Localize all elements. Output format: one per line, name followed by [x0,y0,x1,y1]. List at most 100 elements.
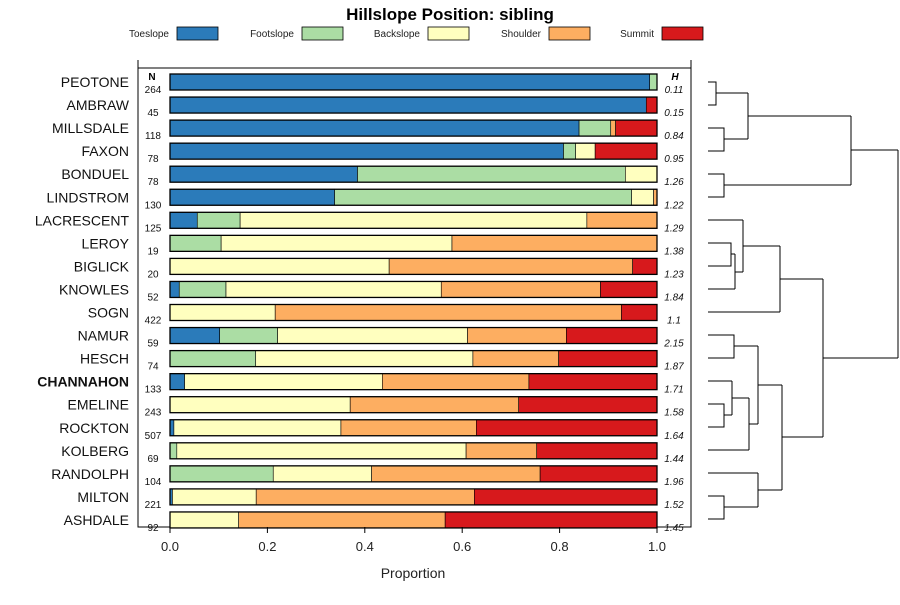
dendrogram [708,81,899,520]
bar-outline [169,488,658,506]
bar-segment-toeslope [169,96,647,114]
bar-segment-shoulder [382,373,530,390]
bar-outline [169,442,658,460]
x-tick-label: 0.2 [258,539,276,554]
bar-segment-backslope [272,465,372,483]
bar-segment-summit [558,350,658,367]
bar-row-leroy: LEROY 19 1.38 [82,234,684,257]
dendrogram-branch [708,334,823,520]
x-tick-label: 0.8 [551,539,569,554]
bar-segment-footslope [563,142,576,160]
bar-segment-toeslope [169,327,220,344]
bar-segment-shoulder [610,119,616,137]
row-n-value: 19 [147,246,159,257]
bar-outline [169,372,658,391]
bar-outline [169,465,658,483]
x-tick-label: 1.0 [648,539,666,554]
dendrogram-branch [708,219,823,313]
legend-swatch-footslope [301,26,344,41]
row-h-value: 0.95 [664,154,684,165]
bar-segment-shoulder [349,396,519,414]
bar-row-hesch: HESCH 74 1.87 [80,349,684,373]
row-h-value: 0.84 [664,131,684,142]
bar-outline [169,349,658,368]
bar-segment-footslope [334,188,632,206]
bar-segment-backslope [169,396,351,414]
row-n-value: 45 [147,108,159,119]
bar-segment-summit [476,419,658,437]
chart-title: Hillslope Position: sibling [346,5,554,24]
n-column-header: N [148,72,155,83]
bar-segment-summit [528,373,658,390]
bar-segment-backslope [169,258,390,275]
row-n-value: 133 [145,385,162,396]
bar-segment-toeslope [169,73,650,91]
bar-segment-backslope [176,442,467,460]
row-n-value: 221 [145,500,162,511]
row-label: ROCKTON [59,420,129,436]
row-label: NAMUR [78,328,129,344]
bar-row-ashdale: ASHDALE 92 1.45 [64,511,684,534]
bar-segment-backslope [169,511,239,529]
row-n-value: 52 [147,292,159,303]
row-n-value: 20 [147,269,159,280]
x-axis-title: Proportion [381,565,446,581]
row-label: LEROY [82,235,130,251]
bar-segment-backslope [575,142,596,160]
bar-segment-summit [594,142,658,160]
bar-segment-footslope [357,165,626,183]
bar-segment-backslope [173,419,342,437]
bar-segment-footslope [169,235,222,252]
row-label: CHANNAHON [37,374,129,390]
row-label: FAXON [82,143,129,159]
bar-row-channahon: CHANNAHON 133 1.71 [37,372,684,396]
bar-row-randolph: RANDOLPH 104 1.96 [51,465,684,488]
row-n-value: 507 [145,431,162,442]
bar-row-namur: NAMUR 59 2.15 [78,326,684,350]
bar-outline [169,511,658,529]
bar-segment-footslope [649,73,658,91]
bar-segment-backslope [172,488,257,506]
legend-swatch-toeslope [176,26,219,41]
bar-outline [169,119,658,137]
row-n-value: 69 [147,454,159,465]
bar-segment-shoulder [255,488,475,506]
row-h-value: 1.1 [667,316,681,327]
h-column-header: H [671,72,679,83]
bar-segment-shoulder [451,235,658,252]
legend: Toeslope Footslope Backslope Shoulder Summit [129,26,704,41]
bar-segment-summit [600,281,658,298]
bar-segment-summit [444,511,658,529]
bar-segment-toeslope [169,188,335,206]
legend-label-toeslope: Toeslope [129,29,169,40]
bar-outline [169,326,658,345]
row-n-value: 243 [145,408,162,419]
row-n-value: 130 [145,200,162,211]
bar-segment-toeslope [169,165,358,183]
bar-outline [169,142,658,160]
bar-outline [169,303,658,322]
bar-segment-shoulder [371,465,541,483]
bar-row-bonduel: BONDUEL 78 1.26 [61,165,684,188]
bar-segment-footslope [219,327,278,344]
bar-row-lacrescent: LACRESCENT 125 1.29 [35,211,684,234]
bar-segment-summit [536,442,658,460]
row-n-value: 264 [145,85,162,96]
row-label: PEOTONE [61,74,129,90]
bar-row-lindstrom: LINDSTROM 130 1.22 [47,188,684,211]
x-tick-label: 0.4 [356,539,374,554]
row-label: KNOWLES [59,281,129,297]
row-label: ASHDALE [64,512,129,528]
x-tick-label: 0.6 [453,539,471,554]
bar-row-peotone: PEOTONE 264 0.11 [61,73,683,96]
bar-outline [169,280,658,299]
x-tick-label: 0.0 [161,539,179,554]
bar-row-faxon: FAXON 78 0.95 [82,142,684,165]
bar-segment-backslope [220,235,453,252]
row-n-value: 78 [147,154,159,165]
row-label: LINDSTROM [47,189,129,205]
row-label: BIGLICK [74,258,130,274]
row-h-value: 1.96 [664,477,684,488]
row-label: MILTON [77,489,129,505]
bar-segment-backslope [625,165,658,183]
